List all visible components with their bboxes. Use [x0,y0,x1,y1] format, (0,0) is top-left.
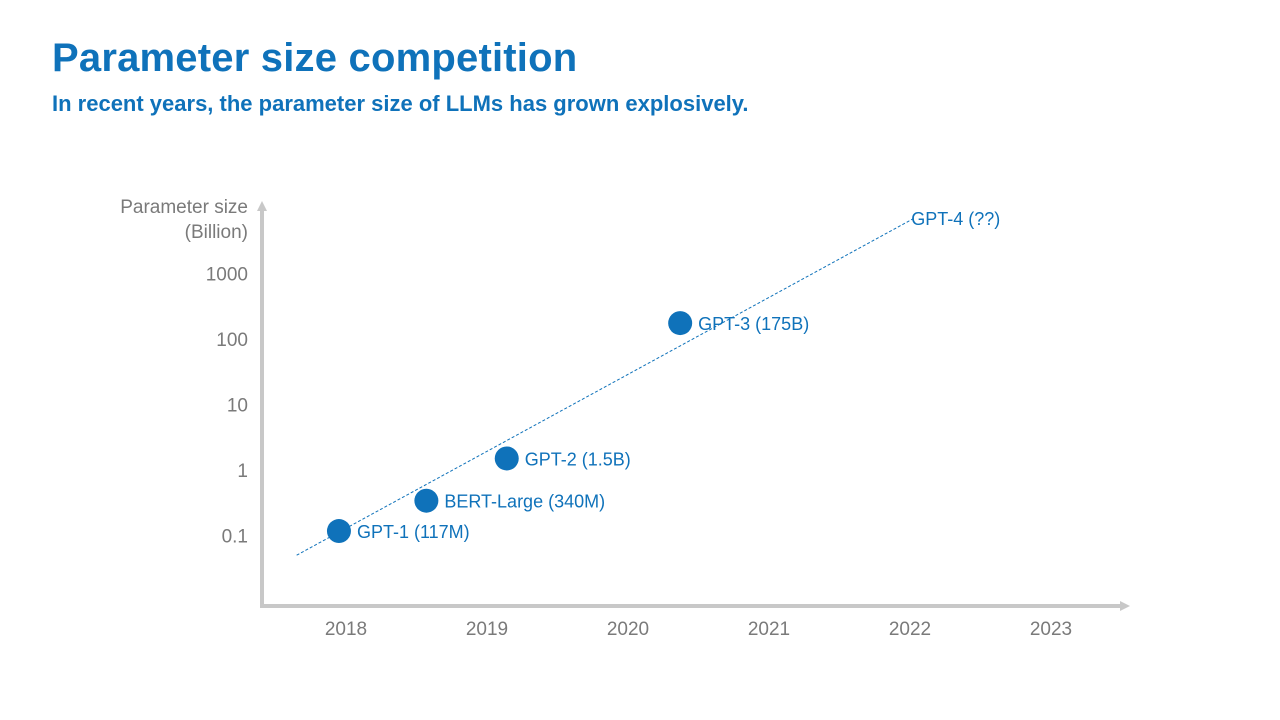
x-tick-label: 2018 [325,619,367,640]
slide-subtitle: In recent years, the parameter size of L… [52,91,749,116]
data-point-label: GPT-1 (117M) [357,522,470,542]
data-point-label: BERT-Large (340M) [444,492,605,512]
data-point [414,488,439,513]
y-tick-label: 1000 [206,265,248,286]
y-axis-title: Parameter size [120,197,248,218]
y-tick-label: 100 [216,330,248,351]
x-tick-label: 2019 [466,619,508,640]
data-point [494,446,519,471]
data-point [668,311,693,336]
slide-title: Parameter size competition [52,36,578,80]
data-point [326,519,351,544]
data-point-label: GPT-3 (175B) [698,314,809,334]
trend-line [296,217,915,556]
x-tick-label: 2023 [1030,619,1072,640]
annotation-label: GPT-4 (??) [911,209,1000,229]
y-tick-label: 1 [237,461,248,482]
x-tick-label: 2021 [748,619,790,640]
y-tick-label: 0.1 [222,527,248,548]
y-axis-title: (Billion) [185,222,248,243]
x-tick-label: 2020 [607,619,649,640]
x-tick-label: 2022 [889,619,931,640]
y-tick-label: 10 [227,396,248,417]
data-point-label: GPT-2 (1.5B) [525,449,631,469]
